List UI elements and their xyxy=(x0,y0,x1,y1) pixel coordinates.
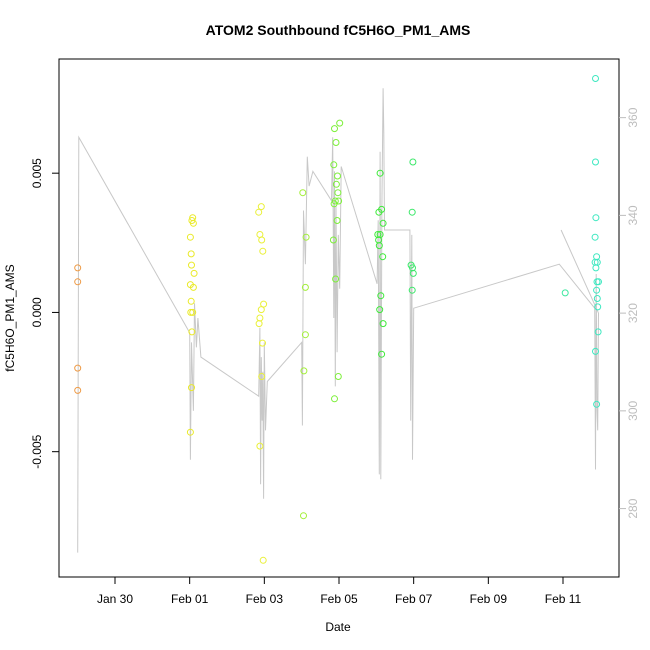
data-point xyxy=(302,233,310,241)
data-point xyxy=(188,384,195,392)
x-axis-label: Date xyxy=(325,620,351,634)
data-point xyxy=(336,119,344,127)
data-point xyxy=(379,320,387,328)
data-point xyxy=(300,367,308,375)
data-point xyxy=(189,219,197,227)
y2-tick-label: 360 xyxy=(626,107,640,127)
y-tick-label: 0.005 xyxy=(30,158,44,188)
data-point xyxy=(593,253,601,261)
data-point xyxy=(301,283,309,291)
x-tick-label: Feb 07 xyxy=(395,592,433,606)
data-point xyxy=(593,286,601,294)
data-point xyxy=(378,205,386,213)
data-point xyxy=(299,189,307,197)
data-point xyxy=(333,217,341,224)
y-axis-right: 280 300 320 340 360 xyxy=(619,107,640,519)
data-point xyxy=(378,350,386,358)
data-point xyxy=(409,158,417,166)
data-point xyxy=(331,125,338,133)
data-point xyxy=(186,428,194,436)
y2-tick-label: 340 xyxy=(626,205,640,225)
scatter-points xyxy=(74,75,602,564)
data-point xyxy=(255,208,263,216)
y-tick-label: 0.000 xyxy=(30,297,44,327)
x-tick-label: Feb 03 xyxy=(246,592,284,606)
data-point xyxy=(256,314,264,322)
x-tick-label: Jan 30 xyxy=(97,592,133,606)
chart-title: ATOM2 Southbound fC5H6O_PM1_AMS xyxy=(206,22,471,38)
data-point xyxy=(377,292,385,300)
data-point xyxy=(331,395,338,403)
data-point xyxy=(74,364,82,372)
plot-frame xyxy=(58,58,620,578)
data-point xyxy=(74,386,82,394)
data-point xyxy=(592,347,599,355)
secondary-series-lines xyxy=(77,88,600,553)
data-point xyxy=(187,297,195,305)
data-point xyxy=(257,203,265,211)
data-point xyxy=(330,161,338,169)
secondary-series-line xyxy=(77,88,600,553)
data-point xyxy=(301,331,309,339)
data-point xyxy=(334,172,341,180)
data-point xyxy=(409,269,417,277)
data-point xyxy=(74,264,82,272)
data-point xyxy=(334,189,342,197)
data-point xyxy=(593,295,601,302)
data-point xyxy=(255,320,263,328)
x-axis: Jan 30 Feb 01 Feb 03 Feb 05 Feb 07 Feb 09 Feb … xyxy=(97,577,582,606)
data-point xyxy=(188,261,195,269)
data-point xyxy=(300,512,307,520)
y-axis-left: -0.005 0.000 0.005 xyxy=(30,158,59,469)
data-point xyxy=(259,339,266,347)
data-point xyxy=(595,278,602,286)
data-point xyxy=(379,253,387,261)
data-point xyxy=(334,373,342,380)
data-point xyxy=(187,250,195,258)
data-point xyxy=(592,214,600,222)
data-point xyxy=(189,283,197,291)
data-point xyxy=(592,264,600,272)
data-point xyxy=(594,303,602,311)
data-point xyxy=(258,236,266,244)
data-point xyxy=(408,286,416,294)
y2-tick-label: 300 xyxy=(626,400,640,420)
data-point xyxy=(594,328,602,336)
data-point xyxy=(593,400,601,408)
y-axis-label: fC5H6O_PM1_AMS xyxy=(3,264,17,371)
data-point xyxy=(329,236,337,244)
data-point xyxy=(330,200,338,208)
data-point xyxy=(186,233,194,241)
data-point xyxy=(259,556,267,564)
data-point xyxy=(592,158,599,166)
data-point xyxy=(187,308,195,316)
data-point xyxy=(190,269,198,277)
data-point xyxy=(376,169,384,177)
data-point xyxy=(592,75,599,82)
data-point xyxy=(408,208,416,216)
data-point xyxy=(189,308,197,316)
data-point xyxy=(332,275,340,283)
data-point xyxy=(376,306,384,314)
data-point xyxy=(257,306,265,314)
y2-tick-label: 320 xyxy=(626,303,640,323)
data-point xyxy=(259,247,267,255)
data-point xyxy=(332,180,340,188)
y2-tick-label: 280 xyxy=(626,498,640,518)
data-point xyxy=(188,328,196,336)
data-point xyxy=(258,373,266,380)
x-tick-label: Feb 11 xyxy=(545,592,582,606)
data-point xyxy=(379,219,387,227)
x-tick-label: Feb 09 xyxy=(470,592,508,606)
data-point xyxy=(256,442,264,450)
data-point xyxy=(332,139,340,146)
data-point xyxy=(591,233,599,241)
x-tick-label: Feb 01 xyxy=(171,592,209,606)
data-point xyxy=(561,289,569,297)
y-tick-label: -0.005 xyxy=(30,434,44,468)
data-point xyxy=(375,242,383,250)
data-point xyxy=(74,278,82,286)
x-tick-label: Feb 05 xyxy=(320,592,358,606)
